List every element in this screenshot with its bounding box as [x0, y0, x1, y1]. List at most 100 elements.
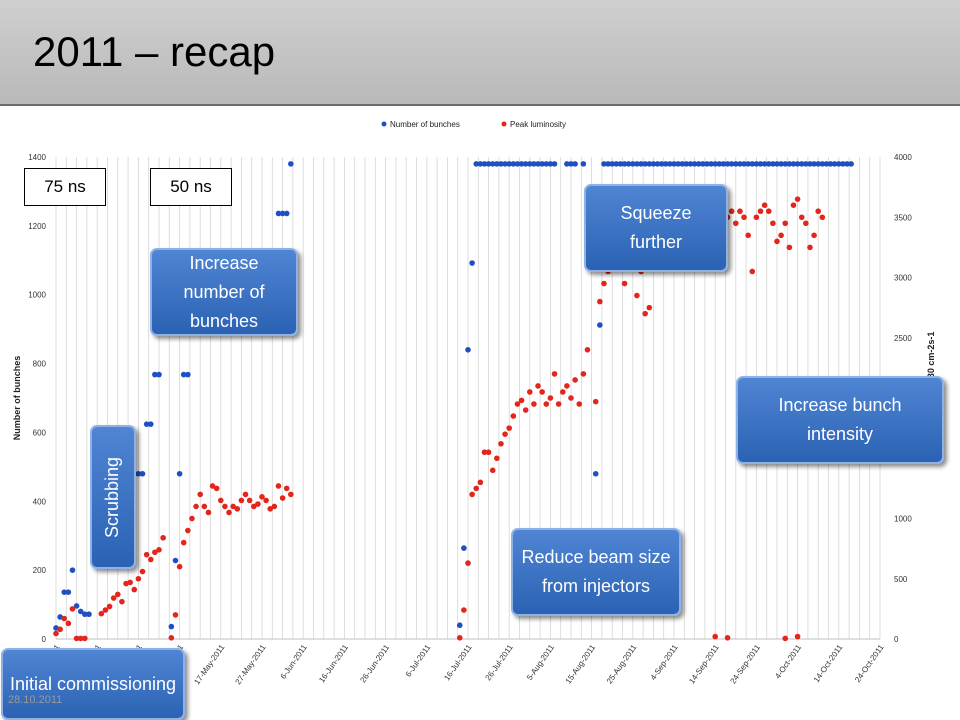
- bunches-point: [733, 161, 739, 167]
- bunches-point: [543, 161, 550, 167]
- luminosity-point: [461, 607, 467, 613]
- bunches-point: [572, 161, 578, 167]
- bunches-point: [737, 161, 743, 167]
- luminosity-point: [218, 497, 224, 504]
- luminosity-point: [765, 208, 772, 215]
- luminosity-point: [531, 401, 537, 407]
- bunches-point: [568, 161, 574, 167]
- bunches-point: [642, 161, 648, 167]
- bunches-point: [815, 161, 821, 167]
- bunches-point: [473, 161, 480, 167]
- bunches-point: [609, 161, 615, 167]
- luminosity-point: [189, 515, 195, 522]
- bunches-point: [671, 161, 677, 167]
- luminosity-point: [498, 440, 504, 447]
- bunches-point: [605, 161, 611, 167]
- luminosity-point: [102, 607, 109, 613]
- luminosity-point: [213, 485, 220, 492]
- luminosity-point: [794, 196, 801, 202]
- luminosity-point: [592, 398, 599, 405]
- bunches-point: [147, 421, 154, 427]
- bunches-point: [518, 161, 525, 167]
- bunches-point: [172, 557, 179, 564]
- luminosity-point: [621, 280, 628, 287]
- bunches-point: [716, 161, 723, 167]
- chart-legend: Number of bunches Peak luminosity: [381, 120, 566, 129]
- bunches-point: [592, 470, 599, 477]
- y-tick-label: 400: [33, 497, 47, 506]
- callout-scrubbing: Scrubbing: [102, 456, 123, 538]
- luminosity-point: [69, 606, 76, 612]
- bunches-point: [848, 161, 854, 167]
- bunches-point: [770, 161, 776, 167]
- x-tick-label: 6-Jun-2011: [279, 643, 310, 681]
- bunches-point: [477, 161, 484, 167]
- bunches-point: [840, 161, 846, 167]
- y2-tick-label: 3000: [894, 274, 912, 283]
- luminosity-point: [115, 591, 121, 598]
- callout-reduce-beam: Reduce beam size from injectors: [511, 528, 681, 616]
- luminosity-point: [481, 449, 488, 456]
- x-tick-label: 4-Sep-2011: [649, 643, 680, 682]
- luminosity-point: [168, 634, 175, 641]
- bunches-point: [749, 161, 756, 167]
- luminosity-point: [712, 633, 718, 640]
- luminosity-point: [535, 383, 541, 389]
- x-tick-label: 25-Aug-2011: [605, 643, 639, 686]
- luminosity-point: [73, 635, 80, 642]
- luminosity-point: [757, 208, 764, 215]
- luminosity-point: [176, 563, 183, 570]
- y-tick-label: 0: [42, 635, 47, 644]
- bunches-point: [461, 545, 467, 551]
- luminosity-point: [127, 579, 133, 586]
- bunches-point: [539, 161, 545, 167]
- luminosity-point: [794, 633, 801, 640]
- legend-luminosity-marker: [501, 121, 507, 127]
- luminosity-point: [551, 371, 558, 377]
- luminosity-point: [811, 232, 817, 239]
- x-tick-label: 26-Jul-2011: [484, 643, 516, 683]
- luminosity-point: [576, 401, 583, 407]
- callout-squeeze: Squeeze further: [584, 184, 728, 272]
- luminosity-point: [502, 431, 508, 437]
- luminosity-point: [242, 491, 249, 498]
- luminosity-point: [580, 371, 587, 377]
- legend-bunches-label: Number of bunches: [390, 120, 460, 129]
- bunches-point: [700, 161, 706, 167]
- bunches-point: [625, 161, 632, 167]
- luminosity-point: [147, 556, 154, 563]
- luminosity-point: [477, 479, 484, 486]
- luminosity-point: [131, 586, 138, 593]
- luminosity-point: [110, 595, 117, 601]
- bunches-point: [65, 589, 72, 595]
- bunches-point: [803, 161, 809, 167]
- bunches-point: [531, 161, 537, 167]
- bunches-point: [613, 161, 620, 167]
- bunches-point: [798, 161, 805, 167]
- luminosity-point: [555, 401, 562, 407]
- luminosity-point: [279, 495, 286, 501]
- luminosity-point: [98, 610, 105, 617]
- luminosity-point: [737, 208, 743, 215]
- bunches-point: [481, 161, 488, 167]
- bunches-point: [794, 161, 801, 167]
- y2-tick-label: 0: [894, 635, 899, 644]
- luminosity-point: [275, 483, 282, 489]
- luminosity-point: [782, 220, 789, 227]
- bunches-point: [527, 161, 533, 167]
- luminosity-point: [255, 501, 261, 507]
- luminosity-point: [514, 401, 521, 407]
- bunches-point: [547, 161, 554, 167]
- bunches-point: [143, 421, 150, 427]
- luminosity-point: [119, 598, 125, 605]
- luminosity-point: [786, 244, 793, 251]
- y-tick-label: 600: [33, 428, 47, 437]
- luminosity-point: [518, 397, 525, 404]
- y2-tick-label: 4000: [894, 153, 912, 162]
- luminosity-point: [65, 620, 72, 627]
- x-tick-label: 26-Jun-2011: [358, 643, 391, 685]
- luminosity-point: [473, 485, 480, 492]
- x-tick-label: 24-Sep-2011: [728, 643, 762, 686]
- x-tick-label: 14-Oct-2011: [812, 643, 845, 685]
- x-tick-label: 24-Oct-2011: [853, 643, 886, 685]
